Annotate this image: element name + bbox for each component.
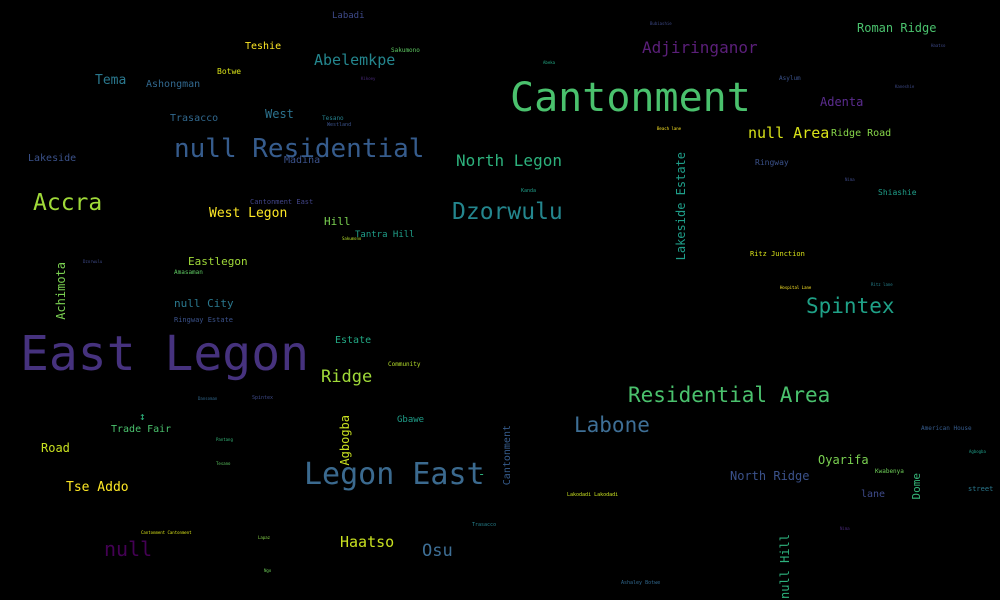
word: null City — [174, 297, 234, 310]
word: null Area — [748, 124, 830, 142]
word: Haatso — [340, 533, 395, 551]
word: null — [104, 537, 153, 561]
word: Eastlegon — [188, 255, 248, 268]
word: Lakeside Estate — [674, 152, 688, 261]
word: Cantonment East — [250, 198, 314, 206]
word: Gbawe — [397, 415, 425, 425]
word: Accra — [33, 190, 103, 216]
word: Bubiashie — [650, 21, 672, 26]
word: Amasaman — [174, 269, 203, 276]
word: Nima — [845, 177, 855, 182]
word: Sakumono — [342, 236, 362, 241]
word: Cantonment — [502, 425, 513, 486]
word: Oyarifa — [818, 453, 869, 467]
word: Tse Addo — [66, 480, 129, 495]
word: Dome — [910, 473, 923, 500]
word: Tesano — [216, 461, 231, 466]
word: Lakodadi Lakodadi — [567, 492, 619, 498]
word: Agbogba — [338, 415, 352, 466]
word: ↕ — [139, 410, 146, 423]
word: Abelemkpe — [314, 51, 396, 69]
word: null Residential — [174, 134, 425, 164]
word: Agbogba — [969, 449, 986, 454]
word: null Hill — [778, 534, 792, 600]
word: West — [265, 107, 294, 121]
word: Osu — [422, 541, 453, 561]
word: Shiashie — [878, 188, 917, 197]
word: Lapaz — [258, 535, 271, 540]
word: Tema — [95, 73, 127, 88]
word: Kanda — [521, 188, 537, 194]
word: Teshie — [245, 41, 282, 52]
word: lane — [861, 489, 886, 500]
word: Kikoey — [361, 76, 376, 81]
word: Adjiringanor — [642, 38, 758, 57]
word: Ridge Road — [831, 128, 892, 139]
word: Estate — [335, 335, 372, 346]
word: Ngo — [264, 568, 272, 573]
word: Dansoman — [198, 396, 218, 401]
word: Kaneshie — [895, 84, 915, 89]
word: Madina — [284, 155, 321, 166]
word: Dzorwulu — [83, 259, 103, 264]
word: Westland — [327, 122, 352, 128]
word: Ridge — [321, 367, 373, 387]
word: Ritz Junction — [750, 250, 805, 258]
word: - — [478, 467, 486, 481]
word: Spintex — [252, 395, 274, 401]
word: Road — [41, 441, 70, 455]
word: Lakeside — [28, 153, 77, 164]
word: Hospital Lane — [780, 285, 812, 290]
word: Adenta — [820, 95, 864, 109]
word: East Legon — [20, 326, 309, 382]
word: Trasacco — [170, 113, 219, 124]
word: Cantonment Cantonment — [141, 530, 192, 535]
word: Kwabenya — [875, 468, 904, 475]
word: Asylum — [779, 75, 801, 82]
word: Labadi — [332, 11, 365, 21]
word: Legon East — [304, 457, 485, 492]
word: Botwe — [217, 67, 242, 76]
word: Spintex — [806, 294, 895, 318]
word: Nima — [840, 526, 850, 531]
word: Ashongman — [146, 79, 201, 90]
word: street — [968, 485, 994, 493]
word: Achimota — [54, 262, 68, 320]
word: Residential Area — [628, 383, 831, 407]
word: Tantra Hill — [355, 230, 415, 240]
word: Community — [388, 361, 421, 368]
word: North Ridge — [730, 469, 810, 483]
word: Hill — [324, 215, 351, 228]
word: Haatso — [931, 43, 946, 48]
word: Ringway — [755, 158, 789, 167]
word: Dzorwulu — [452, 199, 563, 225]
word: West Legon — [209, 206, 288, 221]
word: Ringway Estate — [174, 316, 234, 324]
word: Abeka — [543, 60, 556, 65]
word: Pantang — [216, 437, 233, 442]
word: Trasacco — [472, 522, 497, 528]
word: Labone — [574, 413, 650, 437]
word: Sakumono — [391, 47, 420, 54]
word: Trade Fair — [111, 424, 172, 435]
word: Tesano — [322, 115, 344, 122]
word: Cantonment — [510, 75, 751, 121]
word: North Legon — [456, 151, 562, 170]
word: Ashaley Botwe — [621, 580, 661, 586]
word: Beach lane — [657, 126, 682, 131]
word: American House — [921, 425, 972, 432]
word: Ritz lane — [871, 282, 893, 287]
word: Roman Ridge — [857, 21, 937, 35]
